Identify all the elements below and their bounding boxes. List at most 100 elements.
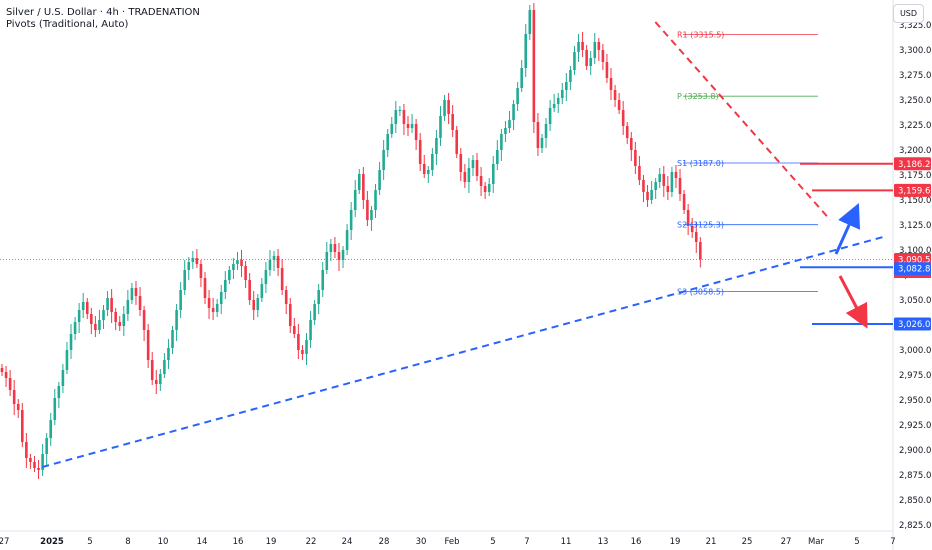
candle-body	[41, 454, 44, 470]
candle-body	[341, 250, 345, 260]
candle-body	[81, 302, 85, 310]
candle-body	[617, 100, 621, 110]
candle-body	[508, 120, 511, 128]
candle	[500, 129, 503, 161]
arrow-bearish-scenario	[838, 275, 868, 329]
candle-body	[159, 374, 162, 384]
candle-body	[191, 258, 195, 262]
candle	[341, 246, 345, 268]
x-tick-label: 5	[87, 537, 92, 547]
candle-body	[565, 82, 568, 90]
candle-body	[642, 180, 645, 192]
candle	[394, 101, 398, 133]
candle	[138, 287, 142, 316]
candle-body	[211, 308, 215, 312]
last-price-tag-text: 3,090.5	[898, 256, 930, 266]
price-tag-3186-bg	[894, 157, 931, 171]
candle	[670, 167, 674, 197]
candle-body	[678, 178, 682, 194]
candle-body	[321, 270, 325, 290]
x-tick-label: 16	[233, 537, 244, 547]
candle-body	[29, 458, 32, 462]
candle	[556, 93, 560, 113]
candle	[682, 190, 686, 214]
y-tick-label: 3,100.0	[899, 246, 931, 256]
candle	[29, 454, 32, 469]
pivot-label-s3: S3 (3058.5)	[677, 288, 724, 297]
candle-body	[183, 270, 186, 290]
candle	[33, 456, 36, 472]
candle	[301, 345, 304, 360]
candle	[536, 113, 540, 156]
candle-body	[142, 310, 146, 330]
candle	[345, 224, 349, 255]
symbol-title[interactable]: Silver / U.S. Dollar · 4h · TRADENATION	[6, 7, 200, 18]
candle	[12, 380, 16, 415]
candle-body	[451, 114, 454, 130]
price-tag-3186-text: 3,186.2	[898, 160, 930, 170]
candle-body	[33, 462, 36, 468]
candle	[524, 24, 528, 77]
candle	[443, 95, 446, 121]
candle	[552, 94, 556, 112]
indicator-legend[interactable]: Pivots (Traditional, Auto)	[6, 19, 129, 30]
candle	[569, 66, 572, 90]
x-tick-label: Feb	[444, 537, 459, 547]
candle	[601, 44, 605, 70]
candle-body	[471, 160, 475, 168]
candle-body	[301, 350, 304, 354]
candle-body	[487, 184, 491, 192]
x-tick-label: 27	[781, 537, 792, 547]
candle	[422, 155, 426, 178]
candle	[228, 266, 231, 284]
candle	[565, 73, 568, 101]
candle	[4, 366, 8, 387]
candle	[146, 324, 150, 368]
candle	[150, 352, 154, 385]
candle-body	[694, 232, 698, 242]
candle-body	[524, 34, 528, 68]
candle-body	[260, 284, 264, 298]
candle	[617, 93, 621, 114]
candle-body	[402, 110, 406, 124]
candle	[418, 133, 422, 171]
candle	[236, 252, 239, 270]
candle	[366, 191, 369, 226]
candle	[90, 308, 93, 334]
y-tick-label: 2,900.0	[899, 446, 931, 456]
candle-body	[77, 310, 81, 322]
pivot-label-r1: R1 (3315.5)	[677, 31, 724, 40]
candle-body	[439, 116, 442, 138]
y-tick-label: 2,975.0	[899, 371, 931, 381]
candle-body	[146, 330, 150, 360]
candle	[654, 178, 657, 199]
candle-body	[57, 386, 61, 398]
price-tag-3159: 3,159.6	[894, 183, 931, 197]
price-tag-3026: 3,026.0	[894, 317, 931, 331]
candle	[374, 184, 377, 218]
candle	[362, 167, 365, 209]
candle-body	[53, 398, 57, 420]
candle	[126, 290, 130, 321]
candle	[297, 324, 300, 359]
x-tick-label: Mar	[808, 537, 825, 547]
candle	[118, 316, 122, 331]
candle	[16, 399, 20, 418]
currency-button[interactable]: USD	[893, 4, 924, 23]
candle-body	[386, 134, 389, 150]
candle-body	[431, 154, 434, 170]
candle-body	[398, 110, 402, 111]
candle-body	[378, 170, 381, 190]
candle	[313, 300, 316, 325]
x-tick-label: 7	[524, 537, 529, 547]
candle-body	[516, 88, 519, 104]
candle	[642, 175, 645, 202]
price-tag-3186: 3,186.2	[894, 157, 931, 171]
candle	[427, 166, 430, 183]
candle	[65, 342, 69, 374]
candle-body	[589, 58, 592, 66]
x-tick-label: 21	[706, 537, 717, 547]
candle	[650, 181, 653, 204]
